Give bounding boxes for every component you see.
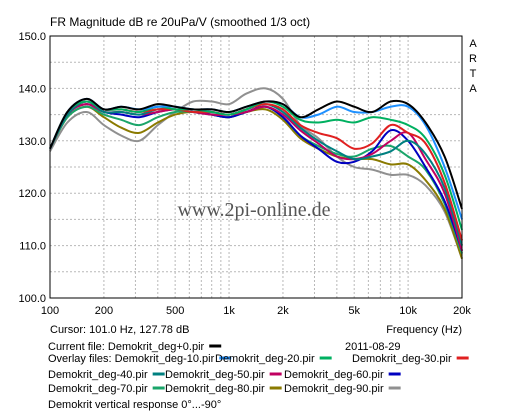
side-label-letter: A: [469, 38, 477, 50]
side-label-letter: T: [470, 68, 477, 80]
y-tick-label: 140.0: [18, 83, 46, 95]
footer-text: Demokrit vertical response 0°...-90°: [48, 399, 221, 411]
x-tick-label: 20k: [453, 305, 471, 317]
legend-label-2: Demokrit_deg-20.pir: [215, 353, 315, 365]
y-tick-label: 130.0: [18, 136, 46, 148]
x-axis-ticks: 100 200 500 1k 2k 5k 10k 20k: [41, 305, 472, 317]
y-tick-label: 110.0: [19, 241, 46, 253]
legend-label-7: Demokrit_deg-70.pir: [48, 383, 148, 395]
x-tick-label: 200: [95, 305, 113, 317]
x-tick-label: 5k: [348, 305, 360, 317]
legend-label-4: Demokrit_deg-40.pir: [48, 369, 148, 381]
x-axis-label: Frequency (Hz): [386, 324, 462, 336]
x-tick-label: 500: [166, 305, 184, 317]
legend-label-8: Demokrit_deg-80.pir: [165, 383, 265, 395]
y-axis-ticks: 100.0 110.0 120.0 130.0 140.0 150.0: [18, 31, 46, 305]
y-tick-label: 150.0: [18, 31, 46, 43]
x-tick-label: 100: [41, 305, 59, 317]
chart-title: FR Magnitude dB re 20uPa/V (smoothed 1/3…: [50, 15, 310, 29]
series-line-0: [49, 97, 463, 210]
y-tick-label: 120.0: [18, 188, 46, 200]
series-line-9: [49, 87, 463, 260]
legend-label-6: Demokrit_deg-60.pir: [284, 369, 384, 381]
plot-frame: [49, 35, 463, 299]
cursor-readout: Cursor: 101.0 Hz, 127.78 dB: [50, 324, 189, 336]
watermark-text: www.2pi-online.de: [177, 199, 330, 221]
series-line-2: [49, 100, 463, 231]
legend-label-5: Demokrit_deg-50.pir: [165, 369, 265, 381]
side-label-letter: R: [469, 53, 477, 65]
x-tick-label: 2k: [277, 305, 289, 317]
x-tick-label: 10k: [399, 305, 417, 317]
legend: Current file: Demokrit_deg+0.pirOverlay …: [48, 341, 469, 395]
date-label: 2011-08-29: [345, 341, 400, 353]
series-layer: [49, 87, 463, 260]
side-label-letter: A: [469, 83, 477, 95]
x-tick-label: 1k: [223, 305, 235, 317]
legend-label-1: Overlay files: Demokrit_deg-10.pir: [48, 353, 215, 365]
chart-grid: [50, 36, 462, 298]
watermark-layer: www.2pi-online.de: [177, 199, 330, 221]
legend-label-0: Current file: Demokrit_deg+0.pir: [48, 341, 205, 353]
legend-label-3: Demokrit_deg-30.pir: [352, 353, 452, 365]
y-tick-label: 100.0: [18, 293, 46, 305]
legend-label-9: Demokrit_deg-90.pir: [284, 383, 384, 395]
